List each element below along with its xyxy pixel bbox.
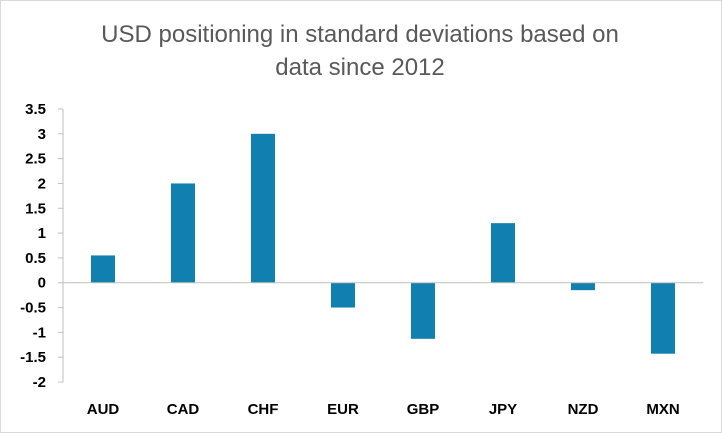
y-tick-label: 0 [38, 275, 46, 292]
chart-title: USD positioning in standard deviations b… [101, 21, 619, 81]
y-tick-label: 2 [38, 175, 46, 192]
x-category-label: CHF [248, 401, 279, 418]
y-tick-label: -0.5 [20, 300, 46, 317]
bar-cad [171, 183, 195, 283]
y-tick-label: 2.5 [25, 151, 46, 168]
y-tick-label: -1.5 [20, 349, 46, 366]
x-category-label: JPY [489, 401, 517, 418]
y-tick-label: -2 [33, 374, 46, 391]
x-category-label: AUD [87, 401, 120, 418]
bar-jpy [491, 223, 515, 283]
x-category-label: MXN [646, 401, 679, 418]
bar-mxn [651, 282, 675, 354]
x-category-label: NZD [568, 401, 599, 418]
y-axis: -2 -1.5 -1 -0.5 0 0.5 1 1.5 2 2.5 3 3.5 [20, 101, 64, 391]
bar-chf [251, 133, 275, 283]
y-tick-label: -1 [33, 324, 46, 341]
bars [91, 133, 675, 354]
bar-eur [331, 282, 355, 308]
y-tick-label: 0.5 [25, 250, 46, 267]
y-tick-label: 3 [38, 126, 46, 143]
bar-gbp [411, 282, 435, 339]
x-category-label: CAD [167, 401, 200, 418]
y-tick-label: 1.5 [25, 200, 46, 217]
x-axis: AUD CAD CHF EUR GBP JPY NZD MXN [63, 282, 703, 418]
bar-nzd [571, 282, 595, 291]
y-tick-label: 1 [38, 225, 46, 242]
y-tick-label: 3.5 [25, 101, 46, 118]
x-category-label: EUR [327, 401, 359, 418]
x-category-label: GBP [407, 401, 440, 418]
bar-aud [91, 255, 115, 283]
